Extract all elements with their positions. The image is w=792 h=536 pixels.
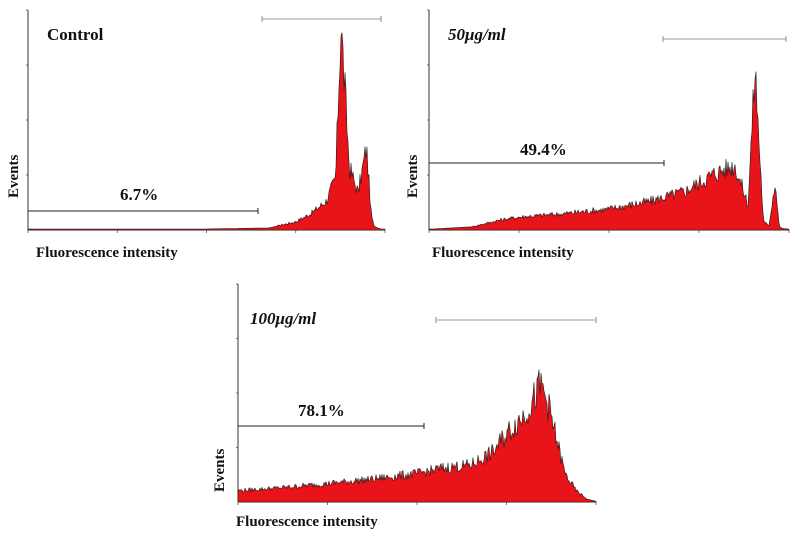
- histogram-panel-100: 100μg/ml 78.1% Events Fluorescence inten…: [200, 272, 620, 536]
- y-axis-label: Events: [405, 154, 421, 198]
- histogram-plot-100: [236, 283, 597, 505]
- panel-title: 100μg/ml: [250, 309, 317, 328]
- x-axis-label: Fluorescence intensity: [432, 245, 574, 261]
- histogram-plot-control: [26, 9, 386, 233]
- x-axis-label: Fluorescence intensity: [36, 245, 178, 261]
- panel-title: Control: [47, 25, 104, 44]
- histogram-area: [237, 369, 597, 503]
- panel-title: 50μg/ml: [448, 25, 506, 44]
- gate-percentage: 78.1%: [298, 401, 345, 420]
- gate-percentage: 6.7%: [120, 185, 159, 204]
- y-axis-label: Events: [6, 154, 22, 198]
- gate-percentage: 49.4%: [520, 140, 567, 159]
- x-axis-label: Fluorescence intensity: [236, 514, 378, 530]
- y-axis-label: Events: [212, 448, 228, 492]
- histogram-panel-control: Control 6.7% Events Fluorescence intensi…: [0, 0, 400, 270]
- histogram-panel-50: 50μg/ml 49.4% Events Fluorescence intens…: [400, 0, 792, 270]
- histogram-plot-50: [427, 9, 790, 233]
- histogram-area: [428, 71, 790, 231]
- histogram-area: [27, 32, 386, 231]
